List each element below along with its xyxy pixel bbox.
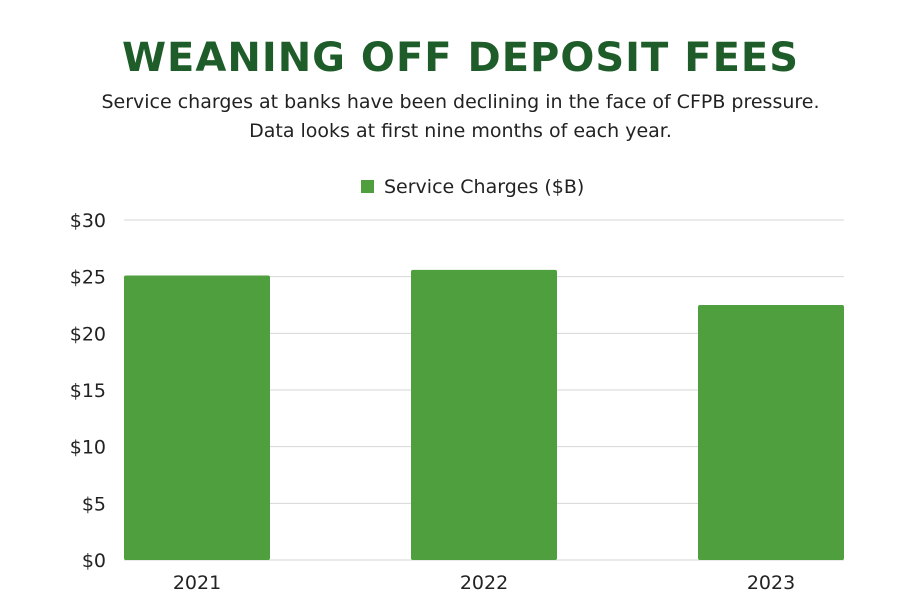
x-axis-ticks: 2021 2022 2023: [173, 572, 795, 594]
y-tick-label: $10: [70, 437, 106, 459]
x-tick-label: 2023: [747, 572, 795, 594]
chart-subtitle: Service charges at banks have been decli…: [0, 88, 921, 146]
y-tick-label: $5: [82, 493, 106, 515]
bar-2021: [124, 275, 270, 560]
subtitle-line-1: Service charges at banks have been decli…: [101, 91, 820, 113]
legend-swatch: [361, 180, 374, 193]
bars: [124, 269, 844, 560]
y-tick-label: $0: [82, 550, 106, 572]
y-axis-ticks: $0 $5 $10 $15 $20 $25 $30: [70, 210, 106, 572]
y-tick-label: $20: [70, 323, 106, 345]
y-tick-label: $25: [70, 267, 106, 289]
legend-label: Service Charges ($B): [384, 176, 584, 198]
y-tick-label: $15: [70, 380, 106, 402]
subtitle-line-2: Data looks at first nine months of each …: [249, 120, 672, 142]
legend: Service Charges ($B): [361, 176, 584, 198]
x-tick-label: 2022: [460, 572, 508, 594]
chart-title: WEANING OFF DEPOSIT FEES: [121, 35, 800, 81]
bar-2023: [698, 305, 844, 560]
bar-2022: [411, 269, 557, 560]
y-tick-label: $30: [70, 210, 106, 232]
x-tick-label: 2021: [173, 572, 221, 594]
